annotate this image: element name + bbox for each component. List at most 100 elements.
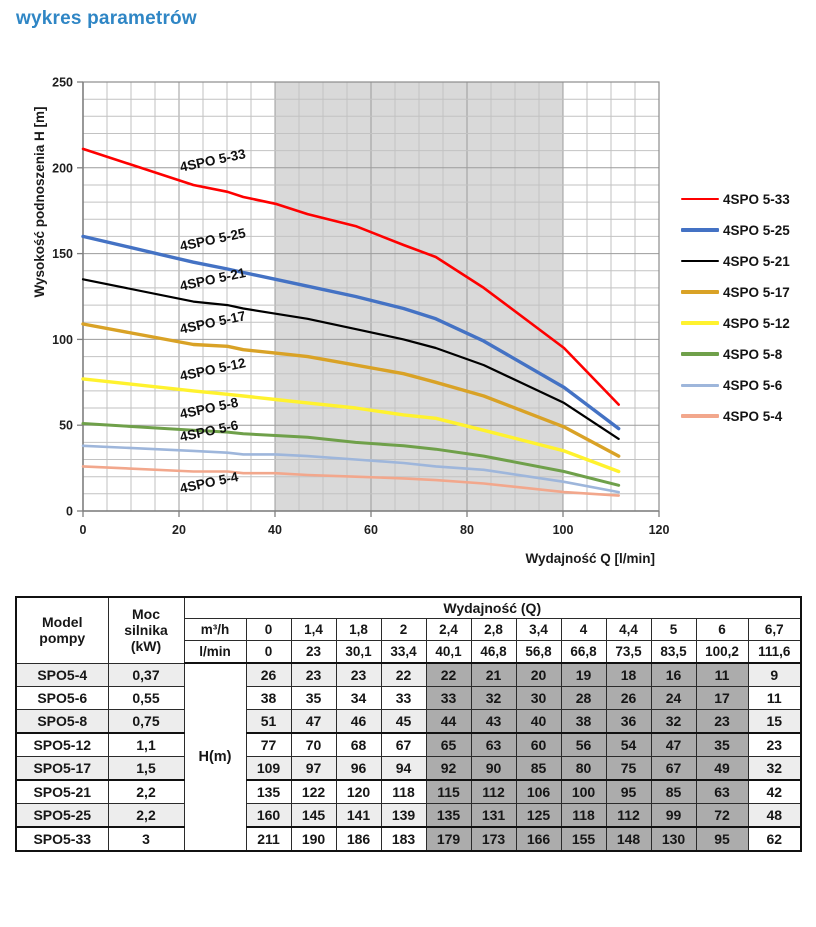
head-value-cell: 18 bbox=[605, 662, 652, 687]
head-value-cell: 141 bbox=[335, 803, 382, 828]
power-cell: 0,37 bbox=[107, 662, 185, 687]
x-tick-label: 120 bbox=[649, 523, 670, 537]
legend-line-swatch bbox=[681, 290, 719, 294]
head-value-cell: 38 bbox=[245, 686, 292, 710]
head-value-cell: 131 bbox=[470, 803, 517, 828]
head-value-cell: 120 bbox=[335, 779, 382, 804]
head-value-cell: 35 bbox=[695, 732, 749, 757]
head-value-cell: 125 bbox=[515, 803, 562, 828]
head-value-cell: 63 bbox=[470, 732, 517, 757]
curve-4spo-5-4 bbox=[81, 465, 621, 497]
legend-line-swatch bbox=[681, 320, 719, 326]
curve-label-4spo-5-12: 4SPO 5-12 bbox=[179, 355, 247, 384]
head-value-cell: 135 bbox=[425, 803, 472, 828]
head-value-cell: 22 bbox=[425, 662, 472, 687]
head-value-cell: 130 bbox=[650, 826, 697, 852]
head-value-cell: 139 bbox=[380, 803, 427, 828]
flow-m3h-value: 6 bbox=[695, 618, 749, 641]
head-value-cell: 92 bbox=[425, 756, 472, 781]
legend-label: 4SPO 5-4 bbox=[723, 408, 783, 424]
table-row-spo5-17: SPO5-17 1,5 109 97 96 94 92 90 85 80 75 67 49 32 bbox=[15, 756, 802, 781]
table-row-spo5-6: SPO5-6 0,55 38 35 34 33 33 32 30 28 26 24 17 11 bbox=[15, 686, 802, 710]
head-value-cell: 23 bbox=[335, 662, 382, 687]
legend-item-4spo-5-25: 4SPO 5-25 bbox=[681, 221, 790, 239]
head-value-cell: 49 bbox=[695, 756, 749, 781]
head-value-cell: 36 bbox=[605, 709, 652, 734]
flow-m3h-value: 1,4 bbox=[290, 618, 337, 641]
head-value-cell: 95 bbox=[695, 826, 749, 852]
head-value-cell: 183 bbox=[380, 826, 427, 852]
unit-lmin: l/min bbox=[183, 640, 247, 664]
axes: 0 20 40 60 80 100 120 0 50 100 150 200 250 bbox=[52, 76, 669, 538]
flow-m3h-value: 5 bbox=[650, 618, 697, 641]
head-value-cell: 15 bbox=[747, 709, 802, 734]
model-cell: SPO5-21 bbox=[15, 779, 109, 804]
head-value-cell: 160 bbox=[245, 803, 292, 828]
head-value-cell: 145 bbox=[290, 803, 337, 828]
head-value-cell: 179 bbox=[425, 826, 472, 852]
head-value-cell: 96 bbox=[335, 756, 382, 781]
head-value-cell: 97 bbox=[290, 756, 337, 781]
head-value-cell: 28 bbox=[560, 686, 607, 710]
flow-lmin-value: 83,5 bbox=[650, 640, 697, 664]
head-value-cell: 44 bbox=[425, 709, 472, 734]
head-value-cell: 24 bbox=[650, 686, 697, 710]
model-cell: SPO5-25 bbox=[15, 803, 109, 828]
x-axis-title: Wydajność Q [l/min] bbox=[525, 551, 655, 566]
power-cell: 1,1 bbox=[107, 732, 185, 757]
power-cell: 3 bbox=[107, 826, 185, 852]
head-value-cell: 75 bbox=[605, 756, 652, 781]
head-value-cell: 115 bbox=[425, 779, 472, 804]
head-value-cell: 26 bbox=[245, 662, 292, 687]
head-value-cell: 30 bbox=[515, 686, 562, 710]
x-tick-label: 60 bbox=[364, 523, 378, 537]
head-value-cell: 32 bbox=[470, 686, 517, 710]
legend-label: 4SPO 5-17 bbox=[723, 284, 790, 300]
legend-item-4spo-5-33: 4SPO 5-33 bbox=[681, 190, 790, 208]
y-tick-label: 100 bbox=[52, 333, 73, 347]
legend-item-4spo-5-21: 4SPO 5-21 bbox=[681, 252, 790, 270]
flow-lmin-value: 46,8 bbox=[470, 640, 517, 664]
head-value-cell: 77 bbox=[245, 732, 292, 757]
chart-legend: 4SPO 5-33 4SPO 5-25 4SPO 5-21 4SPO 5-17 4SPO… bbox=[681, 190, 790, 425]
legend-label: 4SPO 5-21 bbox=[723, 253, 790, 269]
power-cell: 2,2 bbox=[107, 803, 185, 828]
flow-m3h-value: 0 bbox=[245, 618, 292, 641]
curve-4spo-5-21 bbox=[81, 278, 620, 440]
head-value-cell: 67 bbox=[650, 756, 697, 781]
head-value-cell: 45 bbox=[380, 709, 427, 734]
x-tick-label: 0 bbox=[80, 523, 87, 537]
flow-m3h-value: 1,8 bbox=[335, 618, 382, 641]
head-value-cell: 43 bbox=[470, 709, 517, 734]
table-row-spo5-21: SPO5-21 2,2 135 122 120 118 115 112 106 100 95 85 63… bbox=[15, 779, 802, 804]
head-value-cell: 94 bbox=[380, 756, 427, 781]
head-value-cell: 173 bbox=[470, 826, 517, 852]
model-cell: SPO5-17 bbox=[15, 756, 109, 781]
head-value-cell: 23 bbox=[747, 732, 802, 757]
head-value-cell: 112 bbox=[605, 803, 652, 828]
model-cell: SPO5-6 bbox=[15, 686, 109, 710]
head-value-cell: 34 bbox=[335, 686, 382, 710]
legend-item-4spo-5-4: 4SPO 5-4 bbox=[681, 407, 790, 425]
curve-4spo-5-6 bbox=[81, 444, 621, 494]
head-value-cell: 122 bbox=[290, 779, 337, 804]
flow-m3h-value: 3,4 bbox=[515, 618, 562, 641]
flow-m3h-value: 2,8 bbox=[470, 618, 517, 641]
head-value-cell: 118 bbox=[380, 779, 427, 804]
head-value-cell: 135 bbox=[245, 779, 292, 804]
curve-label-4spo-5-21: 4SPO 5-21 bbox=[179, 265, 248, 294]
head-value-cell: 99 bbox=[650, 803, 697, 828]
head-value-cell: 32 bbox=[650, 709, 697, 734]
legend-item-4spo-5-12: 4SPO 5-12 bbox=[681, 314, 790, 332]
legend-line-swatch bbox=[681, 352, 719, 356]
head-value-cell: 118 bbox=[560, 803, 607, 828]
model-cell: SPO5-8 bbox=[15, 709, 109, 734]
curve-4spo-5-8 bbox=[81, 422, 621, 487]
power-cell: 2,2 bbox=[107, 779, 185, 804]
y-axis-title: Wysokość podnoszenia H [m] bbox=[32, 106, 47, 297]
head-value-cell: 46 bbox=[335, 709, 382, 734]
head-value-cell: 186 bbox=[335, 826, 382, 852]
power-cell: 0,55 bbox=[107, 686, 185, 710]
y-tick-label: 0 bbox=[66, 505, 73, 519]
pump-curves-chart: 0 20 40 60 80 100 120 0 50 100 150 200 250 4SPO 5-33 4… bbox=[30, 62, 816, 577]
